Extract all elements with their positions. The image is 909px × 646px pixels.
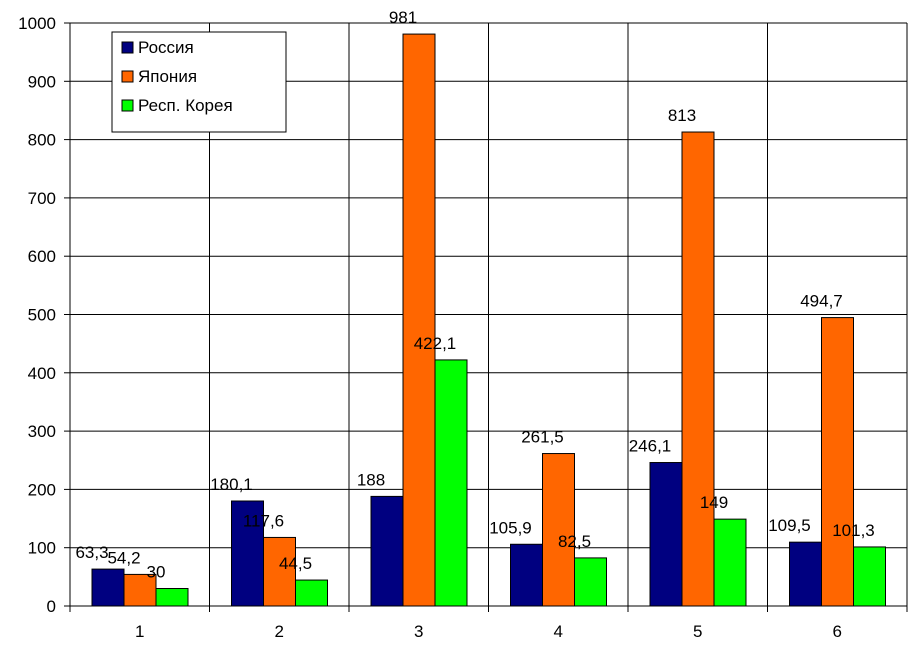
legend-label: Россия bbox=[138, 38, 194, 57]
bars bbox=[91, 33, 886, 607]
x-tick-label: 5 bbox=[693, 622, 702, 641]
y-tick-label: 200 bbox=[28, 480, 56, 499]
data-label: 981 bbox=[389, 8, 417, 27]
y-tick-label: 400 bbox=[28, 364, 56, 383]
legend-label: Респ. Корея bbox=[138, 96, 233, 115]
y-tick-label: 700 bbox=[28, 189, 56, 208]
x-tick-label: 6 bbox=[833, 622, 842, 641]
data-label: 82,5 bbox=[558, 532, 591, 551]
tick-labels: 0 100 200 300 400 500 600 700 800 900 1000 1 2 3 4 5 6 bbox=[18, 14, 842, 641]
bar-Россия bbox=[510, 543, 543, 607]
axes bbox=[64, 22, 908, 612]
bar-Россия bbox=[231, 500, 264, 607]
bar-Респ. Корея bbox=[295, 579, 328, 607]
bar-Япония bbox=[263, 536, 296, 607]
data-label: 44,5 bbox=[279, 554, 312, 573]
data-label: 101,3 bbox=[832, 521, 875, 540]
data-label: 149 bbox=[700, 493, 728, 512]
data-label: 261,5 bbox=[521, 428, 564, 447]
x-tick-label: 2 bbox=[275, 622, 284, 641]
bar-Япония bbox=[821, 317, 854, 607]
legend-swatch bbox=[121, 99, 134, 112]
y-tick-label: 1000 bbox=[18, 14, 56, 33]
data-label: 117,6 bbox=[243, 511, 284, 530]
data-label: 63,3 bbox=[75, 543, 108, 562]
bar-Япония bbox=[402, 33, 436, 607]
legend: Россия Япония Респ. Корея bbox=[111, 31, 287, 133]
data-label: 246,1 bbox=[629, 437, 672, 456]
y-tick-label: 600 bbox=[28, 247, 56, 266]
x-tick-label: 4 bbox=[554, 622, 563, 641]
data-label: 54,2 bbox=[107, 548, 140, 567]
data-label: 30 bbox=[147, 563, 166, 582]
bar-Респ. Корея bbox=[574, 557, 607, 607]
bar-Респ. Корея bbox=[434, 359, 468, 607]
data-label: 422,1 bbox=[414, 334, 457, 353]
bar-Япония bbox=[542, 453, 575, 607]
bar-Респ. Корея bbox=[713, 518, 747, 607]
bar-Россия bbox=[91, 568, 125, 607]
legend-swatch bbox=[121, 41, 134, 54]
data-label: 813 bbox=[668, 106, 696, 125]
bar-Россия bbox=[789, 541, 822, 607]
y-tick-label: 800 bbox=[28, 131, 56, 150]
y-tick-label: 0 bbox=[47, 597, 56, 616]
y-tick-label: 500 bbox=[28, 306, 56, 325]
y-tick-label: 300 bbox=[28, 422, 56, 441]
y-tick-label: 900 bbox=[28, 72, 56, 91]
bar-Япония bbox=[681, 131, 715, 607]
bar-Респ. Корея bbox=[155, 588, 189, 607]
legend-box bbox=[111, 31, 287, 133]
x-tick-label: 1 bbox=[135, 622, 144, 641]
bar-Россия bbox=[370, 495, 404, 607]
legend-swatch bbox=[121, 70, 134, 83]
data-label: 109,5 bbox=[768, 516, 811, 535]
bar-Респ. Корея bbox=[853, 546, 886, 607]
bar-Япония bbox=[123, 573, 157, 607]
y-tick-label: 100 bbox=[28, 539, 56, 558]
data-label: 494,7 bbox=[800, 292, 843, 311]
data-labels: 63,354,2 30 180,1 117,6 44,5 188 981 422,1 105,9… bbox=[75, 8, 874, 581]
x-tick-label: 3 bbox=[414, 622, 423, 641]
bar-Россия bbox=[649, 462, 683, 607]
data-label: 105,9 bbox=[489, 518, 532, 537]
data-label: 180,1 bbox=[210, 475, 253, 494]
legend-label: Япония bbox=[138, 67, 197, 86]
data-label: 188 bbox=[357, 470, 385, 489]
